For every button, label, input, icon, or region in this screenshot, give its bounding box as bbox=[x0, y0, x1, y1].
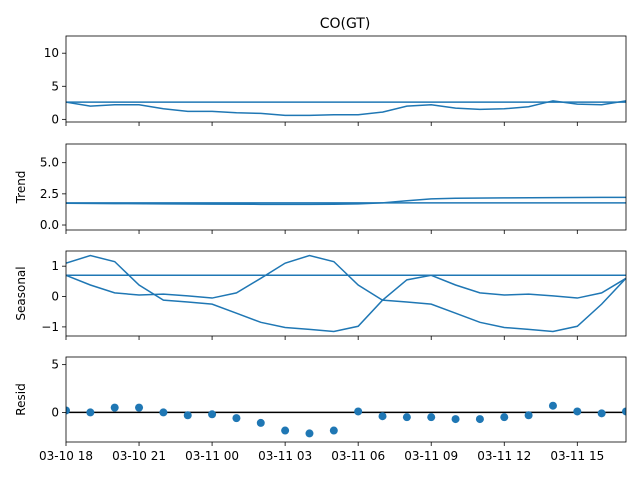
panels-group: 0 5 10 0.0 2.5 5.0 Trend −1 0 1 Seasonal 0 5 03-10 18… bbox=[14, 35, 627, 463]
resid-point-6 bbox=[208, 410, 217, 419]
xtick-label: 03-10 21 bbox=[112, 449, 166, 463]
resid-point-23 bbox=[622, 407, 626, 416]
observed-series-0-line bbox=[66, 100, 626, 117]
xtick-label: 03-11 15 bbox=[550, 449, 604, 463]
resid-point-9 bbox=[281, 426, 290, 435]
panel-seasonal: −1 0 1 Seasonal bbox=[14, 250, 627, 340]
xtick-label: 03-11 12 bbox=[477, 449, 531, 463]
xtick-label: 03-11 00 bbox=[185, 449, 239, 463]
trend-ytick-label: 2.5 bbox=[40, 187, 59, 201]
resid-point-12 bbox=[354, 407, 363, 416]
trend-ylabel: Trend bbox=[14, 171, 28, 205]
seasonal-ytick-label: 1 bbox=[51, 259, 59, 273]
resid-point-3 bbox=[135, 403, 144, 412]
resid-point-14 bbox=[402, 413, 411, 422]
seasonal-series-1-line bbox=[66, 254, 626, 333]
resid-ytick-label: 0 bbox=[51, 405, 59, 419]
resid-point-15 bbox=[427, 413, 436, 422]
trend-axes-frame bbox=[65, 143, 627, 231]
resid-point-11 bbox=[329, 426, 338, 435]
chart-title: CO(GT) bbox=[320, 16, 371, 32]
trend-ytick-label: 5.0 bbox=[40, 156, 59, 170]
xtick-label: 03-11 09 bbox=[404, 449, 458, 463]
xtick-label: 03-11 03 bbox=[258, 449, 312, 463]
panel-resid: 0 5 03-10 18 03-10 21 03-11 00 03-11 03 03-11 … bbox=[14, 356, 627, 463]
resid-point-19 bbox=[524, 411, 533, 420]
seasonal-series-0-line bbox=[66, 254, 626, 333]
observed-data bbox=[66, 100, 626, 117]
resid-point-22 bbox=[597, 409, 606, 418]
resid-point-0 bbox=[66, 406, 70, 415]
observed-ytick-label: 5 bbox=[51, 79, 59, 93]
resid-point-5 bbox=[183, 411, 192, 420]
resid-point-18 bbox=[500, 413, 509, 422]
resid-ytick-label: 5 bbox=[51, 358, 59, 372]
observed-axes-frame bbox=[65, 35, 627, 123]
observed-ytick-label: 10 bbox=[44, 46, 59, 60]
resid-point-10 bbox=[305, 429, 314, 438]
panel-observed: 0 5 10 bbox=[44, 35, 627, 126]
resid-point-16 bbox=[451, 415, 460, 424]
resid-point-4 bbox=[159, 408, 168, 417]
trend-data bbox=[66, 196, 626, 206]
trend-ytick-label: 0.0 bbox=[40, 218, 59, 232]
seasonal-ytick-label: 0 bbox=[51, 290, 59, 304]
observed-ytick-label: 0 bbox=[51, 112, 59, 126]
xtick-label: 03-11 06 bbox=[331, 449, 385, 463]
seasonal-ylabel: Seasonal bbox=[14, 266, 28, 320]
seasonal-axes-frame bbox=[65, 250, 627, 337]
resid-point-2 bbox=[110, 403, 119, 412]
xtick-label: 03-10 18 bbox=[39, 449, 93, 463]
resid-ylabel: Resid bbox=[14, 383, 28, 415]
resid-point-7 bbox=[232, 414, 241, 423]
resid-point-20 bbox=[548, 401, 557, 410]
panel-trend: 0.0 2.5 5.0 Trend bbox=[14, 143, 627, 234]
resid-data bbox=[66, 401, 626, 438]
resid-point-17 bbox=[475, 415, 484, 424]
resid-point-8 bbox=[256, 418, 265, 427]
seasonal-data bbox=[66, 254, 626, 333]
resid-point-13 bbox=[378, 412, 387, 421]
resid-point-21 bbox=[573, 407, 582, 416]
resid-point-1 bbox=[86, 408, 95, 417]
seasonal-ytick-label: −1 bbox=[41, 320, 59, 334]
resid-axes-frame bbox=[65, 356, 627, 443]
